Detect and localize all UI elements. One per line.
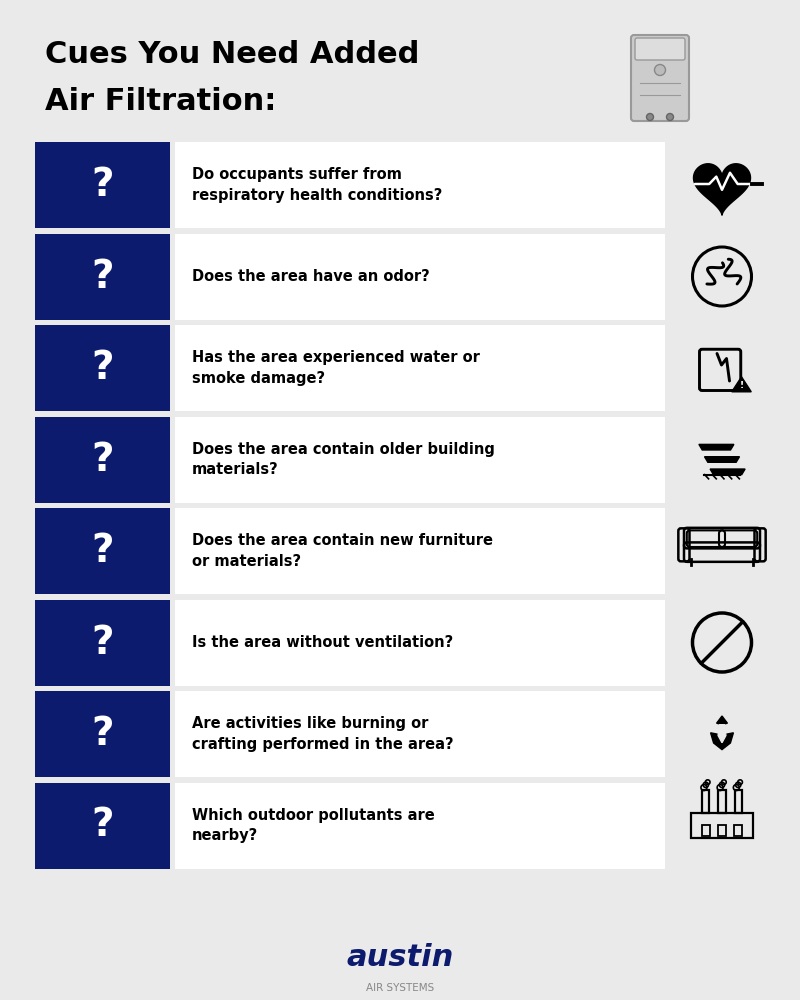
FancyBboxPatch shape: [35, 142, 170, 228]
Text: ?: ?: [91, 532, 114, 570]
Text: Does the area contain new furniture
or materials?: Does the area contain new furniture or m…: [192, 533, 493, 569]
Text: ?: ?: [91, 715, 114, 753]
Circle shape: [646, 113, 654, 120]
Text: Do occupants suffer from
respiratory health conditions?: Do occupants suffer from respiratory hea…: [192, 167, 442, 203]
Polygon shape: [710, 716, 734, 750]
FancyBboxPatch shape: [35, 416, 170, 503]
Text: ?: ?: [91, 624, 114, 662]
FancyBboxPatch shape: [35, 599, 170, 686]
Text: ?: ?: [91, 349, 114, 387]
Text: Is the area without ventilation?: Is the area without ventilation?: [192, 635, 454, 650]
Text: Are activities like burning or
crafting performed in the area?: Are activities like burning or crafting …: [192, 716, 454, 752]
FancyBboxPatch shape: [175, 508, 665, 594]
FancyBboxPatch shape: [175, 599, 665, 686]
Circle shape: [666, 113, 674, 120]
Text: ?: ?: [91, 166, 114, 204]
Text: !: !: [739, 381, 743, 390]
Text: Air Filtration:: Air Filtration:: [45, 87, 276, 116]
FancyBboxPatch shape: [631, 35, 689, 121]
FancyBboxPatch shape: [35, 691, 170, 777]
FancyBboxPatch shape: [175, 233, 665, 320]
Text: Cues You Need Added: Cues You Need Added: [45, 40, 419, 69]
Circle shape: [654, 64, 666, 75]
Polygon shape: [705, 457, 739, 462]
Text: ?: ?: [91, 441, 114, 479]
FancyBboxPatch shape: [175, 782, 665, 868]
FancyBboxPatch shape: [635, 38, 685, 60]
Text: Has the area experienced water or
smoke damage?: Has the area experienced water or smoke …: [192, 350, 480, 386]
Polygon shape: [710, 469, 745, 475]
FancyBboxPatch shape: [35, 508, 170, 594]
FancyBboxPatch shape: [35, 233, 170, 320]
FancyBboxPatch shape: [35, 325, 170, 411]
Text: AIR SYSTEMS: AIR SYSTEMS: [366, 983, 434, 993]
FancyBboxPatch shape: [35, 782, 170, 868]
Polygon shape: [699, 444, 734, 450]
Text: Which outdoor pollutants are
nearby?: Which outdoor pollutants are nearby?: [192, 808, 434, 843]
Text: austin: austin: [346, 944, 454, 972]
Text: Does the area contain older building
materials?: Does the area contain older building mat…: [192, 442, 495, 477]
Polygon shape: [718, 725, 726, 743]
FancyBboxPatch shape: [175, 325, 665, 411]
Text: ?: ?: [91, 257, 114, 296]
Polygon shape: [694, 164, 750, 215]
Text: Does the area have an odor?: Does the area have an odor?: [192, 269, 430, 284]
FancyBboxPatch shape: [175, 691, 665, 777]
FancyBboxPatch shape: [175, 142, 665, 228]
FancyBboxPatch shape: [175, 416, 665, 503]
Text: ?: ?: [91, 806, 114, 844]
Polygon shape: [732, 377, 751, 392]
